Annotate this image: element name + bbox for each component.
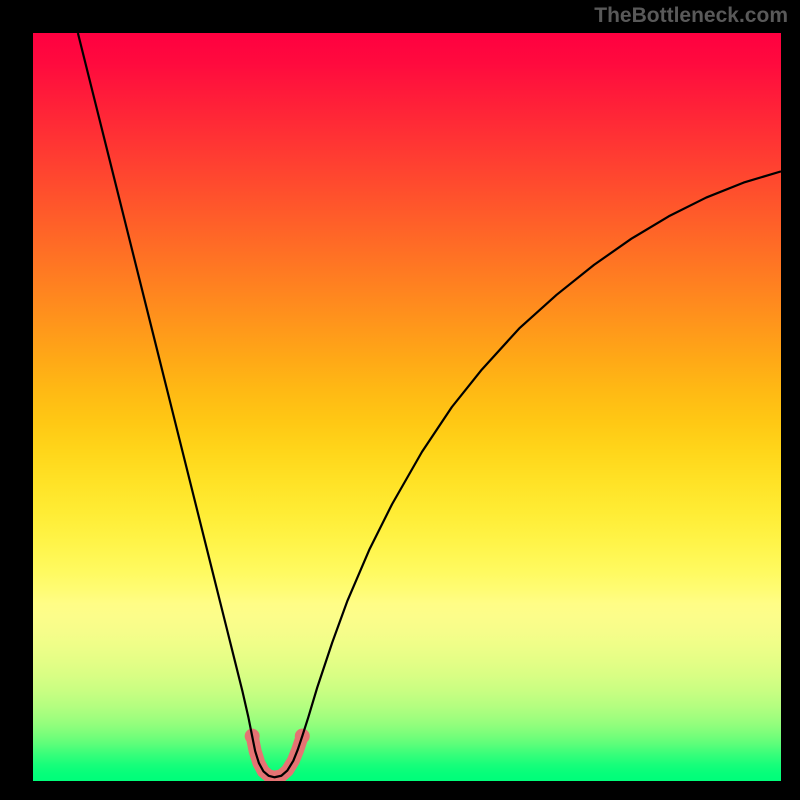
chart-container: TheBottleneck.com (0, 0, 800, 800)
plot-area (33, 33, 781, 781)
curve-layer (33, 33, 781, 781)
watermark-text: TheBottleneck.com (594, 4, 788, 28)
bottleneck-curve (78, 33, 781, 777)
